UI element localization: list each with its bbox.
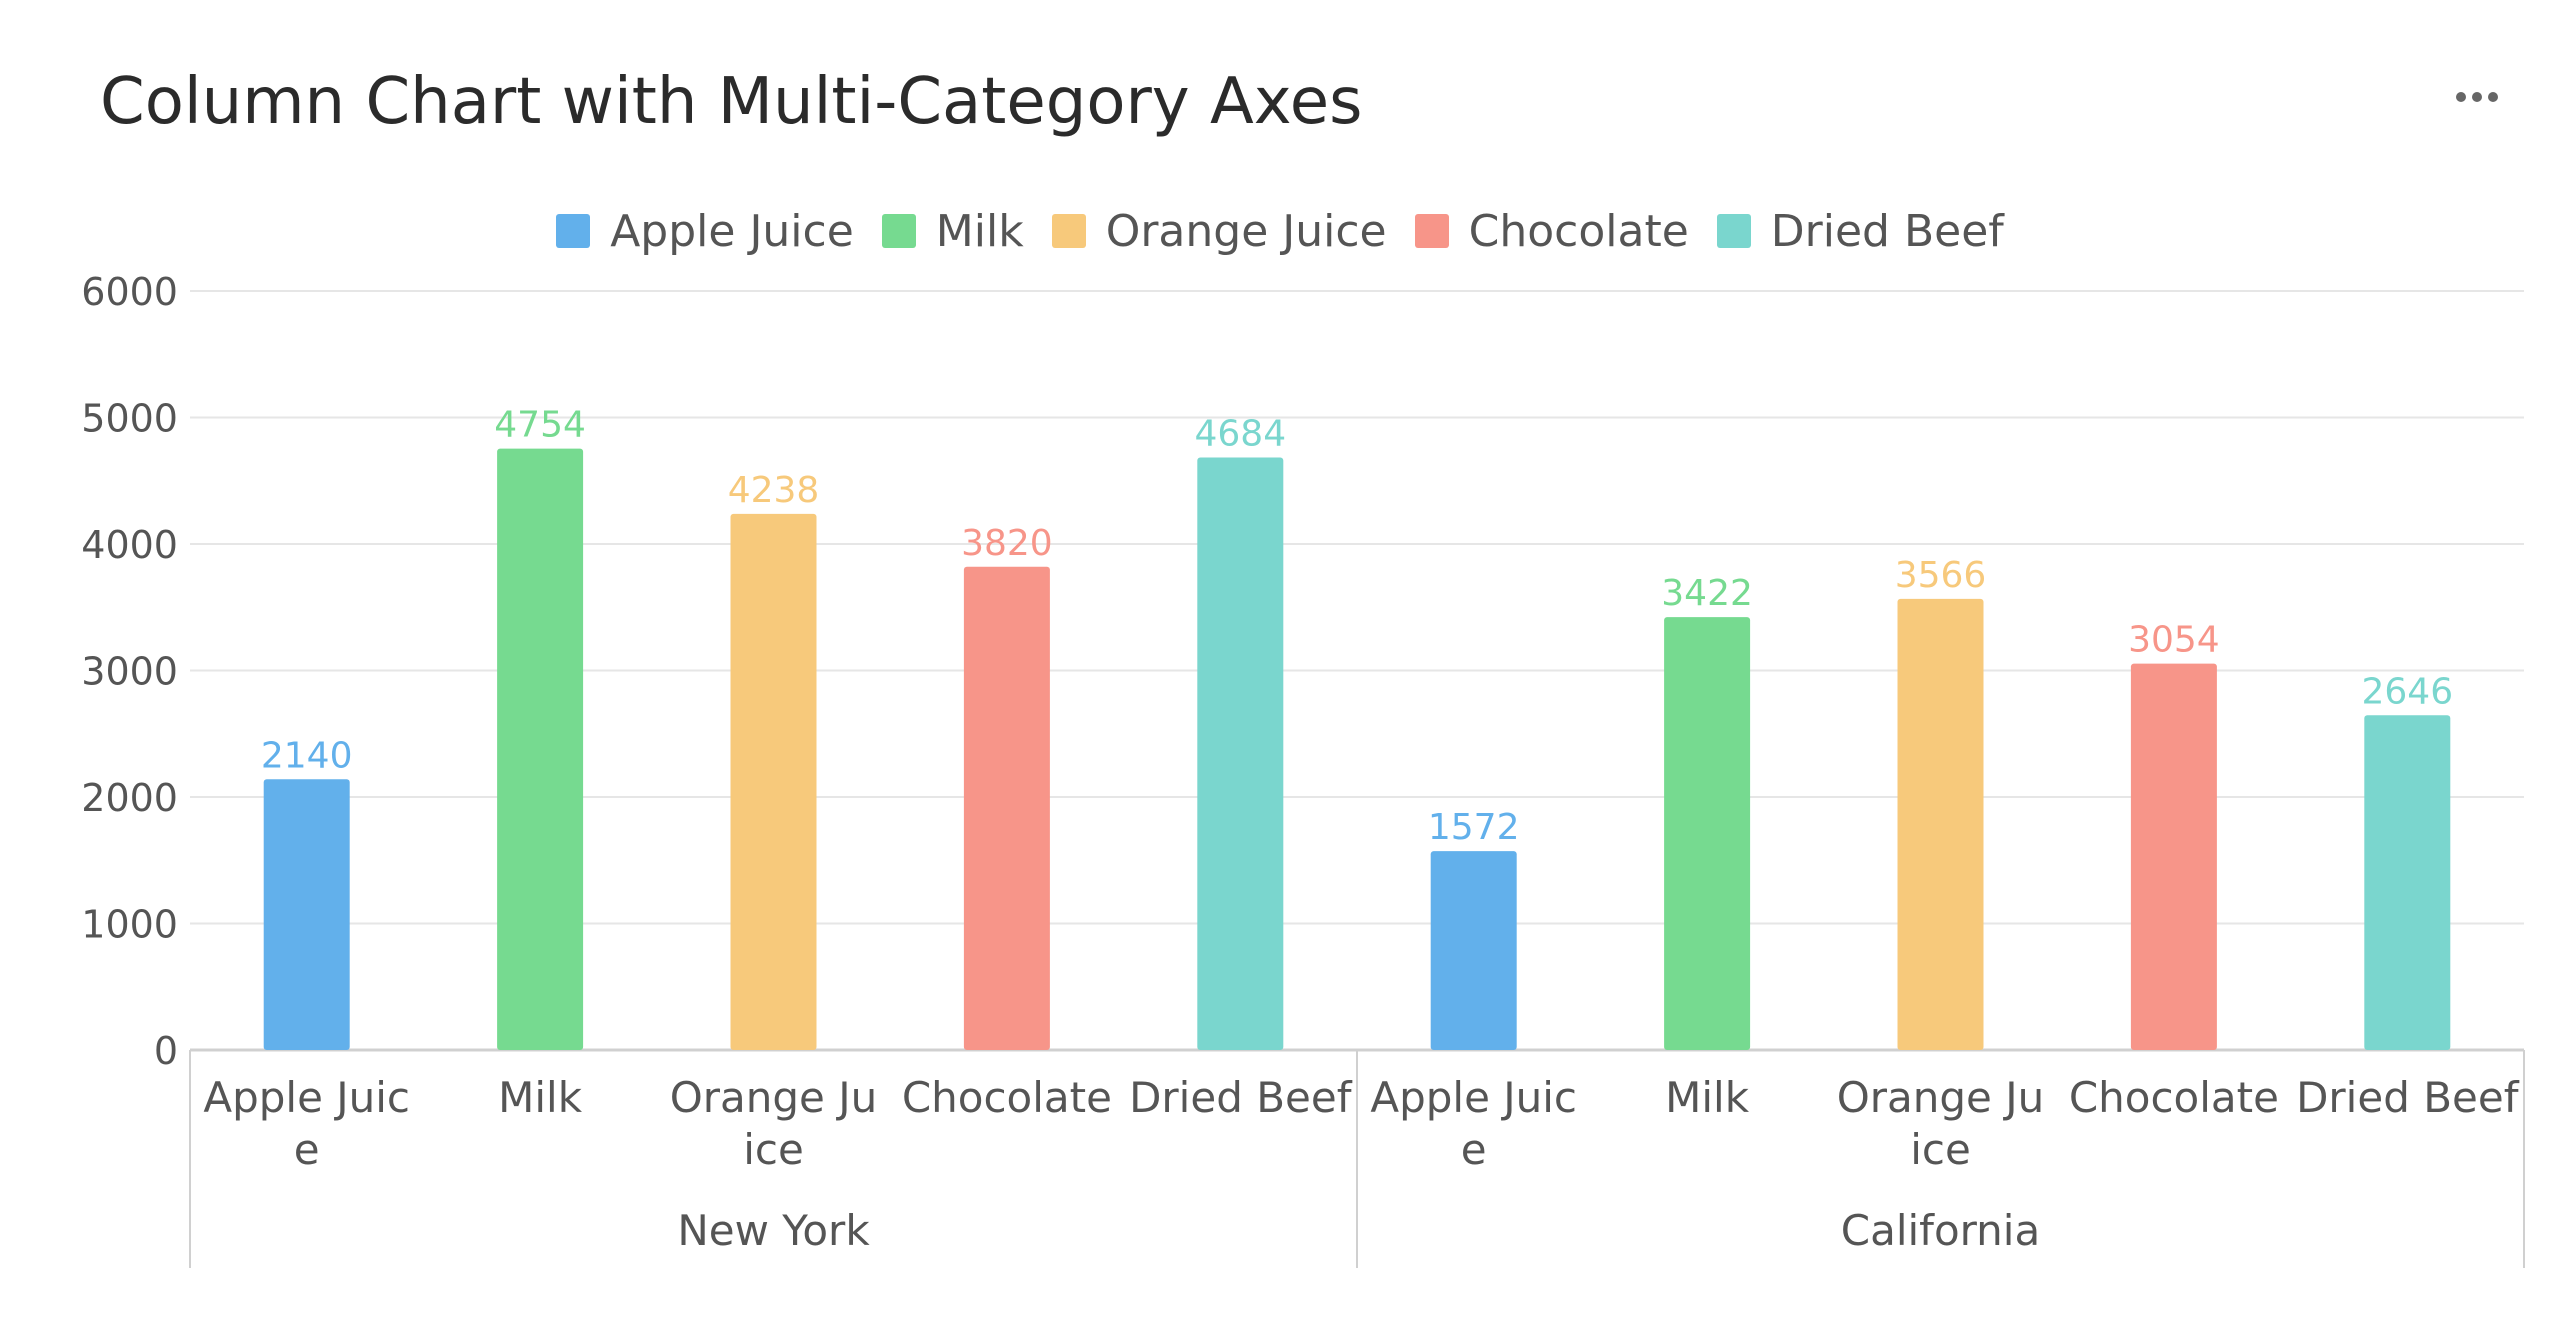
x-tick-label: Milk xyxy=(498,1073,583,1122)
legend-swatch xyxy=(881,214,916,248)
bar xyxy=(1430,851,1517,1050)
data-label: 2646 xyxy=(2361,671,2453,712)
chart-title: Column Chart with Multi-Category Axes xyxy=(100,65,1363,139)
data-label: 4238 xyxy=(728,470,820,511)
bar xyxy=(963,566,1050,1050)
legend-swatch xyxy=(1051,214,1086,248)
legend-label: Milk xyxy=(935,205,1024,257)
more-options-button[interactable] xyxy=(2442,72,2512,122)
more-horizontal-icon xyxy=(2456,92,2466,102)
data-label: 4754 xyxy=(494,405,586,446)
y-tick-label: 5000 xyxy=(81,397,178,441)
x-tick-label: Chocolate xyxy=(902,1073,1112,1122)
chart-legend: Apple Juice Milk Orange Juice Chocolate Drie… xyxy=(0,196,2560,266)
y-tick-label: 2000 xyxy=(81,776,178,820)
y-tick-label: 4000 xyxy=(81,523,178,567)
data-label: 3422 xyxy=(1661,573,1753,614)
bar xyxy=(730,513,817,1050)
x-tick-label: e xyxy=(1461,1125,1487,1174)
group-label: New York xyxy=(677,1206,870,1255)
legend-swatch xyxy=(556,214,591,248)
y-tick-label: 1000 xyxy=(81,903,178,947)
legend-item[interactable]: Chocolate xyxy=(1414,205,1689,257)
y-tick-label: 6000 xyxy=(81,270,178,314)
more-horizontal-icon-dot xyxy=(2488,92,2498,102)
legend-item[interactable]: Milk xyxy=(881,205,1024,257)
data-label: 1572 xyxy=(1428,807,1520,848)
bar xyxy=(2364,715,2451,1050)
y-tick-label: 0 xyxy=(154,1029,178,1073)
legend-swatch xyxy=(1716,214,1751,248)
x-tick-label: ice xyxy=(743,1125,804,1174)
legend-item[interactable]: Apple Juice xyxy=(556,206,854,257)
x-tick-label: Apple Juic xyxy=(203,1073,410,1122)
data-label: 3054 xyxy=(2128,620,2220,661)
legend-label: Dried Beef xyxy=(1770,205,2004,257)
legend-label: Chocolate xyxy=(1468,205,1689,257)
data-label: 2140 xyxy=(261,735,353,776)
x-tick-label: e xyxy=(294,1125,320,1174)
bar xyxy=(1664,617,1751,1050)
x-tick-label: Milk xyxy=(1665,1073,1750,1122)
data-label: 4684 xyxy=(1194,413,1286,454)
data-label: 3566 xyxy=(1895,555,1987,596)
legend-swatch xyxy=(1414,214,1449,248)
x-tick-label: ice xyxy=(1910,1125,1971,1174)
data-label: 3820 xyxy=(961,523,1053,564)
group-label: California xyxy=(1841,1206,2040,1255)
bar xyxy=(497,448,584,1050)
x-tick-label: Orange Ju xyxy=(670,1073,878,1122)
x-tick-label: Orange Ju xyxy=(1837,1073,2045,1122)
more-horizontal-icon-dot xyxy=(2472,92,2482,102)
bar xyxy=(1897,598,1984,1050)
legend-label: Orange Juice xyxy=(1105,205,1387,257)
bar xyxy=(263,779,350,1050)
legend-label: Apple Juice xyxy=(610,205,854,257)
x-tick-label: Apple Juic xyxy=(1370,1073,1577,1122)
x-tick-label: Dried Beef xyxy=(2296,1073,2520,1122)
x-tick-label: Chocolate xyxy=(2069,1073,2279,1122)
legend-item[interactable]: Dried Beef xyxy=(1716,205,2004,257)
bar xyxy=(2130,663,2217,1050)
x-tick-label: Dried Beef xyxy=(1129,1073,1353,1122)
bar xyxy=(1197,457,1284,1050)
y-tick-label: 3000 xyxy=(81,650,178,694)
legend-item[interactable]: Orange Juice xyxy=(1051,205,1387,257)
